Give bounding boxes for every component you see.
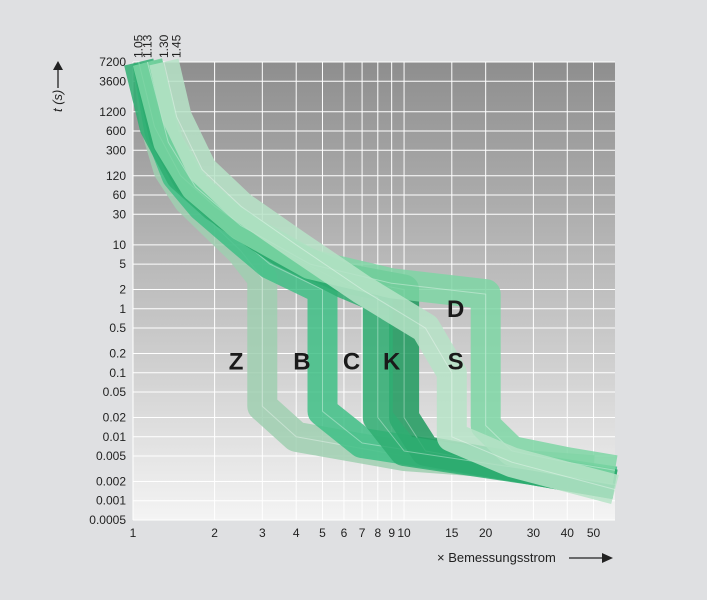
- x-axis-label: × Bemessungsstrom: [437, 550, 556, 565]
- y-tick-label-16: 0.02: [103, 410, 127, 424]
- top-marker-3: 1.45: [170, 34, 184, 58]
- x-tick-label-6: 7: [359, 526, 366, 540]
- x-tick-label-8: 9: [388, 526, 395, 540]
- top-marker-1: 1.13: [140, 34, 154, 58]
- y-tick-label-21: 0.0005: [89, 513, 126, 527]
- top-marker-labels: 1.051.13 1.301.45: [132, 34, 184, 58]
- y-axis-arrowhead: [53, 61, 63, 70]
- y-tick-label-9: 5: [119, 257, 126, 271]
- x-tick-label-11: 20: [479, 526, 493, 540]
- y-tick-label-7: 30: [113, 207, 127, 221]
- series-label-K: K: [383, 349, 401, 376]
- y-tick-label-12: 0.5: [109, 321, 126, 335]
- y-tick-label-19: 0.002: [96, 474, 126, 488]
- x-tick-label-4: 5: [319, 526, 326, 540]
- x-tick-label-7: 8: [374, 526, 381, 540]
- y-tick-label-13: 0.2: [109, 347, 126, 361]
- y-tick-label-17: 0.01: [103, 430, 127, 444]
- y-tick-labels: 7200 3600 1200 600 300 120 60 30 10 5 2 1 0.5 0.2 0.1 0…: [89, 55, 126, 527]
- x-tick-label-13: 40: [561, 526, 575, 540]
- y-tick-label-15: 0.05: [103, 385, 127, 399]
- y-tick-label-5: 120: [106, 169, 126, 183]
- y-tick-label-10: 2: [119, 283, 126, 297]
- y-tick-label-1: 3600: [99, 74, 126, 88]
- x-tick-label-0: 1: [130, 526, 137, 540]
- x-tick-label-9: 10: [397, 526, 411, 540]
- series-label-D: D: [447, 296, 464, 323]
- y-tick-label-11: 1: [119, 302, 126, 316]
- x-tick-label-1: 2: [211, 526, 218, 540]
- series-label-C: C: [343, 349, 360, 376]
- x-axis-arrowhead: [602, 553, 613, 563]
- series-label-Z: Z: [229, 349, 244, 376]
- y-tick-label-14: 0.1: [109, 366, 126, 380]
- x-tick-label-3: 4: [293, 526, 300, 540]
- y-tick-label-20: 0.001: [96, 494, 126, 508]
- y-axis-title: t (s): [50, 61, 65, 112]
- x-tick-label-2: 3: [259, 526, 266, 540]
- y-tick-label-3: 600: [106, 124, 126, 138]
- x-tick-label-10: 15: [445, 526, 459, 540]
- x-tick-labels: 1 2 3 4 5 6 7 8 9 10 15 20 30 40 50: [130, 526, 601, 540]
- y-tick-label-4: 300: [106, 143, 126, 157]
- x-tick-label-14: 50: [587, 526, 601, 540]
- y-tick-label-6: 60: [113, 188, 127, 202]
- series-label-S: S: [448, 349, 464, 376]
- y-axis-label: t (s): [50, 90, 65, 112]
- y-tick-label-8: 10: [113, 238, 127, 252]
- y-tick-label-2: 1200: [99, 105, 126, 119]
- series-label-B: B: [293, 349, 310, 376]
- y-tick-label-0: 7200: [99, 55, 126, 69]
- x-tick-label-5: 6: [341, 526, 348, 540]
- x-axis-title: × Bemessungsstrom: [437, 550, 613, 565]
- x-tick-label-12: 30: [527, 526, 541, 540]
- y-tick-label-18: 0.005: [96, 449, 126, 463]
